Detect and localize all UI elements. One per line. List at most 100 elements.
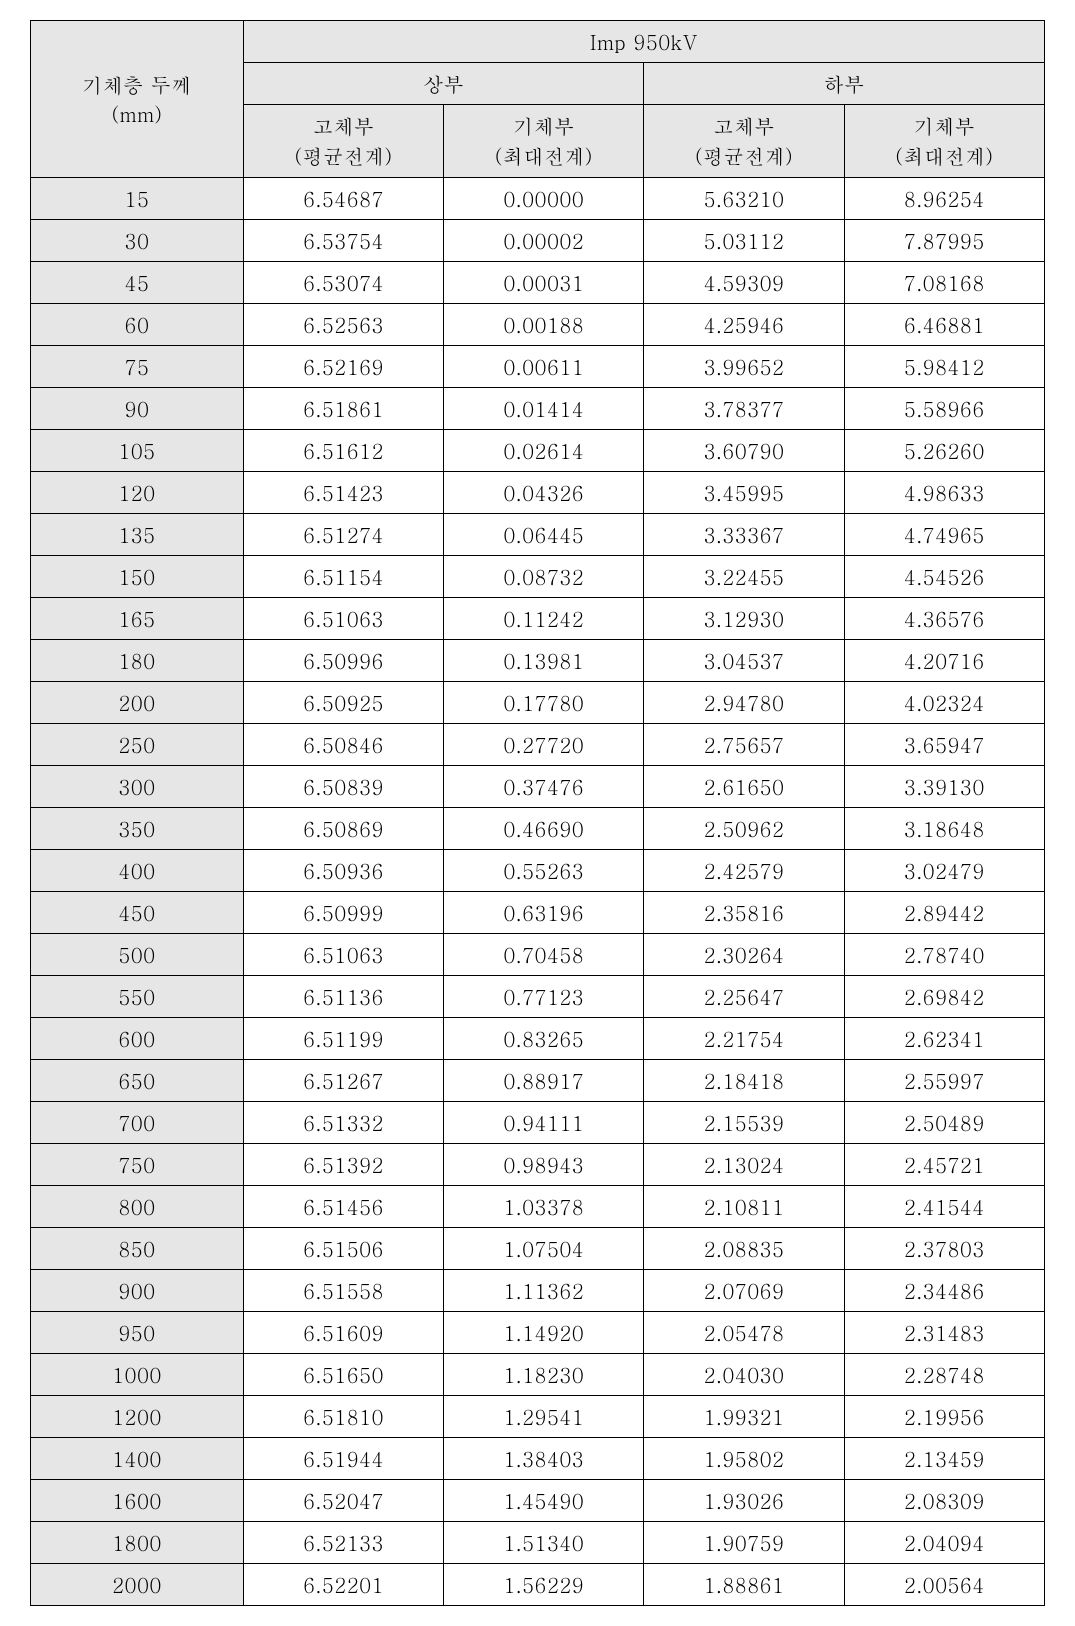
cell-value: 4.54526 <box>844 556 1044 598</box>
header-upper: 상부 <box>243 63 644 105</box>
cell-value: 6.51392 <box>243 1144 443 1186</box>
table-row: 3006.508390.374762.616503.39130 <box>31 766 1045 808</box>
cell-thickness: 200 <box>31 682 244 724</box>
cell-value: 1.95802 <box>644 1438 844 1480</box>
cell-value: 2.55997 <box>844 1060 1044 1102</box>
header-sub-b1: 기체부 <box>448 111 639 141</box>
header-lower-solid: 고체부 (평균전계) <box>644 105 844 178</box>
cell-thickness: 60 <box>31 304 244 346</box>
cell-value: 6.52047 <box>243 1480 443 1522</box>
cell-value: 0.00002 <box>444 220 644 262</box>
cell-value: 2.35816 <box>644 892 844 934</box>
header-sub-d2: (최대전계) <box>849 141 1040 171</box>
table-row: 10006.516501.182302.040302.28748 <box>31 1354 1045 1396</box>
cell-value: 3.33367 <box>644 514 844 556</box>
cell-value: 6.50936 <box>243 850 443 892</box>
cell-value: 2.42579 <box>644 850 844 892</box>
cell-value: 3.12930 <box>644 598 844 640</box>
header-upper-gas: 기체부 (최대전계) <box>444 105 644 178</box>
cell-value: 2.05478 <box>644 1312 844 1354</box>
cell-value: 6.51944 <box>243 1438 443 1480</box>
cell-value: 0.27720 <box>444 724 644 766</box>
cell-value: 0.37476 <box>444 766 644 808</box>
cell-thickness: 1800 <box>31 1522 244 1564</box>
cell-value: 2.15539 <box>644 1102 844 1144</box>
header-sub-c2: (평균전계) <box>648 141 839 171</box>
cell-value: 3.04537 <box>644 640 844 682</box>
cell-value: 0.46690 <box>444 808 644 850</box>
table-row: 12006.518101.295411.993212.19956 <box>31 1396 1045 1438</box>
table-row: 6506.512670.889172.184182.55997 <box>31 1060 1045 1102</box>
cell-value: 0.01414 <box>444 388 644 430</box>
cell-thickness: 1000 <box>31 1354 244 1396</box>
cell-value: 2.21754 <box>644 1018 844 1060</box>
cell-value: 4.02324 <box>844 682 1044 724</box>
cell-value: 0.70458 <box>444 934 644 976</box>
cell-thickness: 250 <box>31 724 244 766</box>
cell-value: 2.78740 <box>844 934 1044 976</box>
cell-value: 6.51332 <box>243 1102 443 1144</box>
cell-thickness: 300 <box>31 766 244 808</box>
cell-value: 2.34486 <box>844 1270 1044 1312</box>
cell-value: 0.00031 <box>444 262 644 304</box>
cell-value: 1.03378 <box>444 1186 644 1228</box>
cell-value: 6.51506 <box>243 1228 443 1270</box>
cell-value: 1.11362 <box>444 1270 644 1312</box>
cell-value: 4.74965 <box>844 514 1044 556</box>
cell-value: 1.07504 <box>444 1228 644 1270</box>
cell-thickness: 700 <box>31 1102 244 1144</box>
table-row: 1656.510630.112423.129304.36576 <box>31 598 1045 640</box>
cell-value: 3.18648 <box>844 808 1044 850</box>
table-row: 3506.508690.466902.509623.18648 <box>31 808 1045 850</box>
cell-value: 8.96254 <box>844 178 1044 220</box>
cell-value: 1.56229 <box>444 1564 644 1606</box>
cell-thickness: 45 <box>31 262 244 304</box>
cell-value: 0.88917 <box>444 1060 644 1102</box>
cell-value: 7.87995 <box>844 220 1044 262</box>
cell-value: 0.06445 <box>444 514 644 556</box>
cell-value: 6.50839 <box>243 766 443 808</box>
cell-value: 4.36576 <box>844 598 1044 640</box>
cell-value: 0.77123 <box>444 976 644 1018</box>
cell-value: 2.75657 <box>644 724 844 766</box>
cell-thickness: 900 <box>31 1270 244 1312</box>
table-row: 1056.516120.026143.607905.26260 <box>31 430 1045 472</box>
cell-value: 2.94780 <box>644 682 844 724</box>
cell-value: 4.20716 <box>844 640 1044 682</box>
cell-value: 6.53074 <box>243 262 443 304</box>
cell-value: 2.13459 <box>844 1438 1044 1480</box>
cell-value: 2.04094 <box>844 1522 1044 1564</box>
table-row: 9006.515581.113622.070692.34486 <box>31 1270 1045 1312</box>
table-row: 756.521690.006113.996525.98412 <box>31 346 1045 388</box>
cell-value: 6.52563 <box>243 304 443 346</box>
table-row: 6006.511990.832652.217542.62341 <box>31 1018 1045 1060</box>
cell-value: 1.45490 <box>444 1480 644 1522</box>
cell-value: 1.14920 <box>444 1312 644 1354</box>
cell-value: 6.51063 <box>243 934 443 976</box>
cell-value: 2.62341 <box>844 1018 1044 1060</box>
cell-value: 0.00611 <box>444 346 644 388</box>
cell-value: 2.18418 <box>644 1060 844 1102</box>
cell-value: 6.51558 <box>243 1270 443 1312</box>
cell-value: 5.98412 <box>844 346 1044 388</box>
cell-thickness: 1200 <box>31 1396 244 1438</box>
cell-value: 0.55263 <box>444 850 644 892</box>
table-row: 8006.514561.033782.108112.41544 <box>31 1186 1045 1228</box>
cell-value: 5.63210 <box>644 178 844 220</box>
cell-value: 3.60790 <box>644 430 844 472</box>
table-row: 906.518610.014143.783775.58966 <box>31 388 1045 430</box>
cell-value: 6.51861 <box>243 388 443 430</box>
table-row: 2506.508460.277202.756573.65947 <box>31 724 1045 766</box>
cell-value: 0.02614 <box>444 430 644 472</box>
cell-value: 6.51456 <box>243 1186 443 1228</box>
cell-value: 2.69842 <box>844 976 1044 1018</box>
cell-value: 2.89442 <box>844 892 1044 934</box>
cell-value: 2.08309 <box>844 1480 1044 1522</box>
cell-value: 2.50489 <box>844 1102 1044 1144</box>
table-row: 9506.516091.149202.054782.31483 <box>31 1312 1045 1354</box>
table-row: 306.537540.000025.031127.87995 <box>31 220 1045 262</box>
cell-thickness: 75 <box>31 346 244 388</box>
cell-value: 0.63196 <box>444 892 644 934</box>
cell-value: 0.13981 <box>444 640 644 682</box>
cell-thickness: 350 <box>31 808 244 850</box>
